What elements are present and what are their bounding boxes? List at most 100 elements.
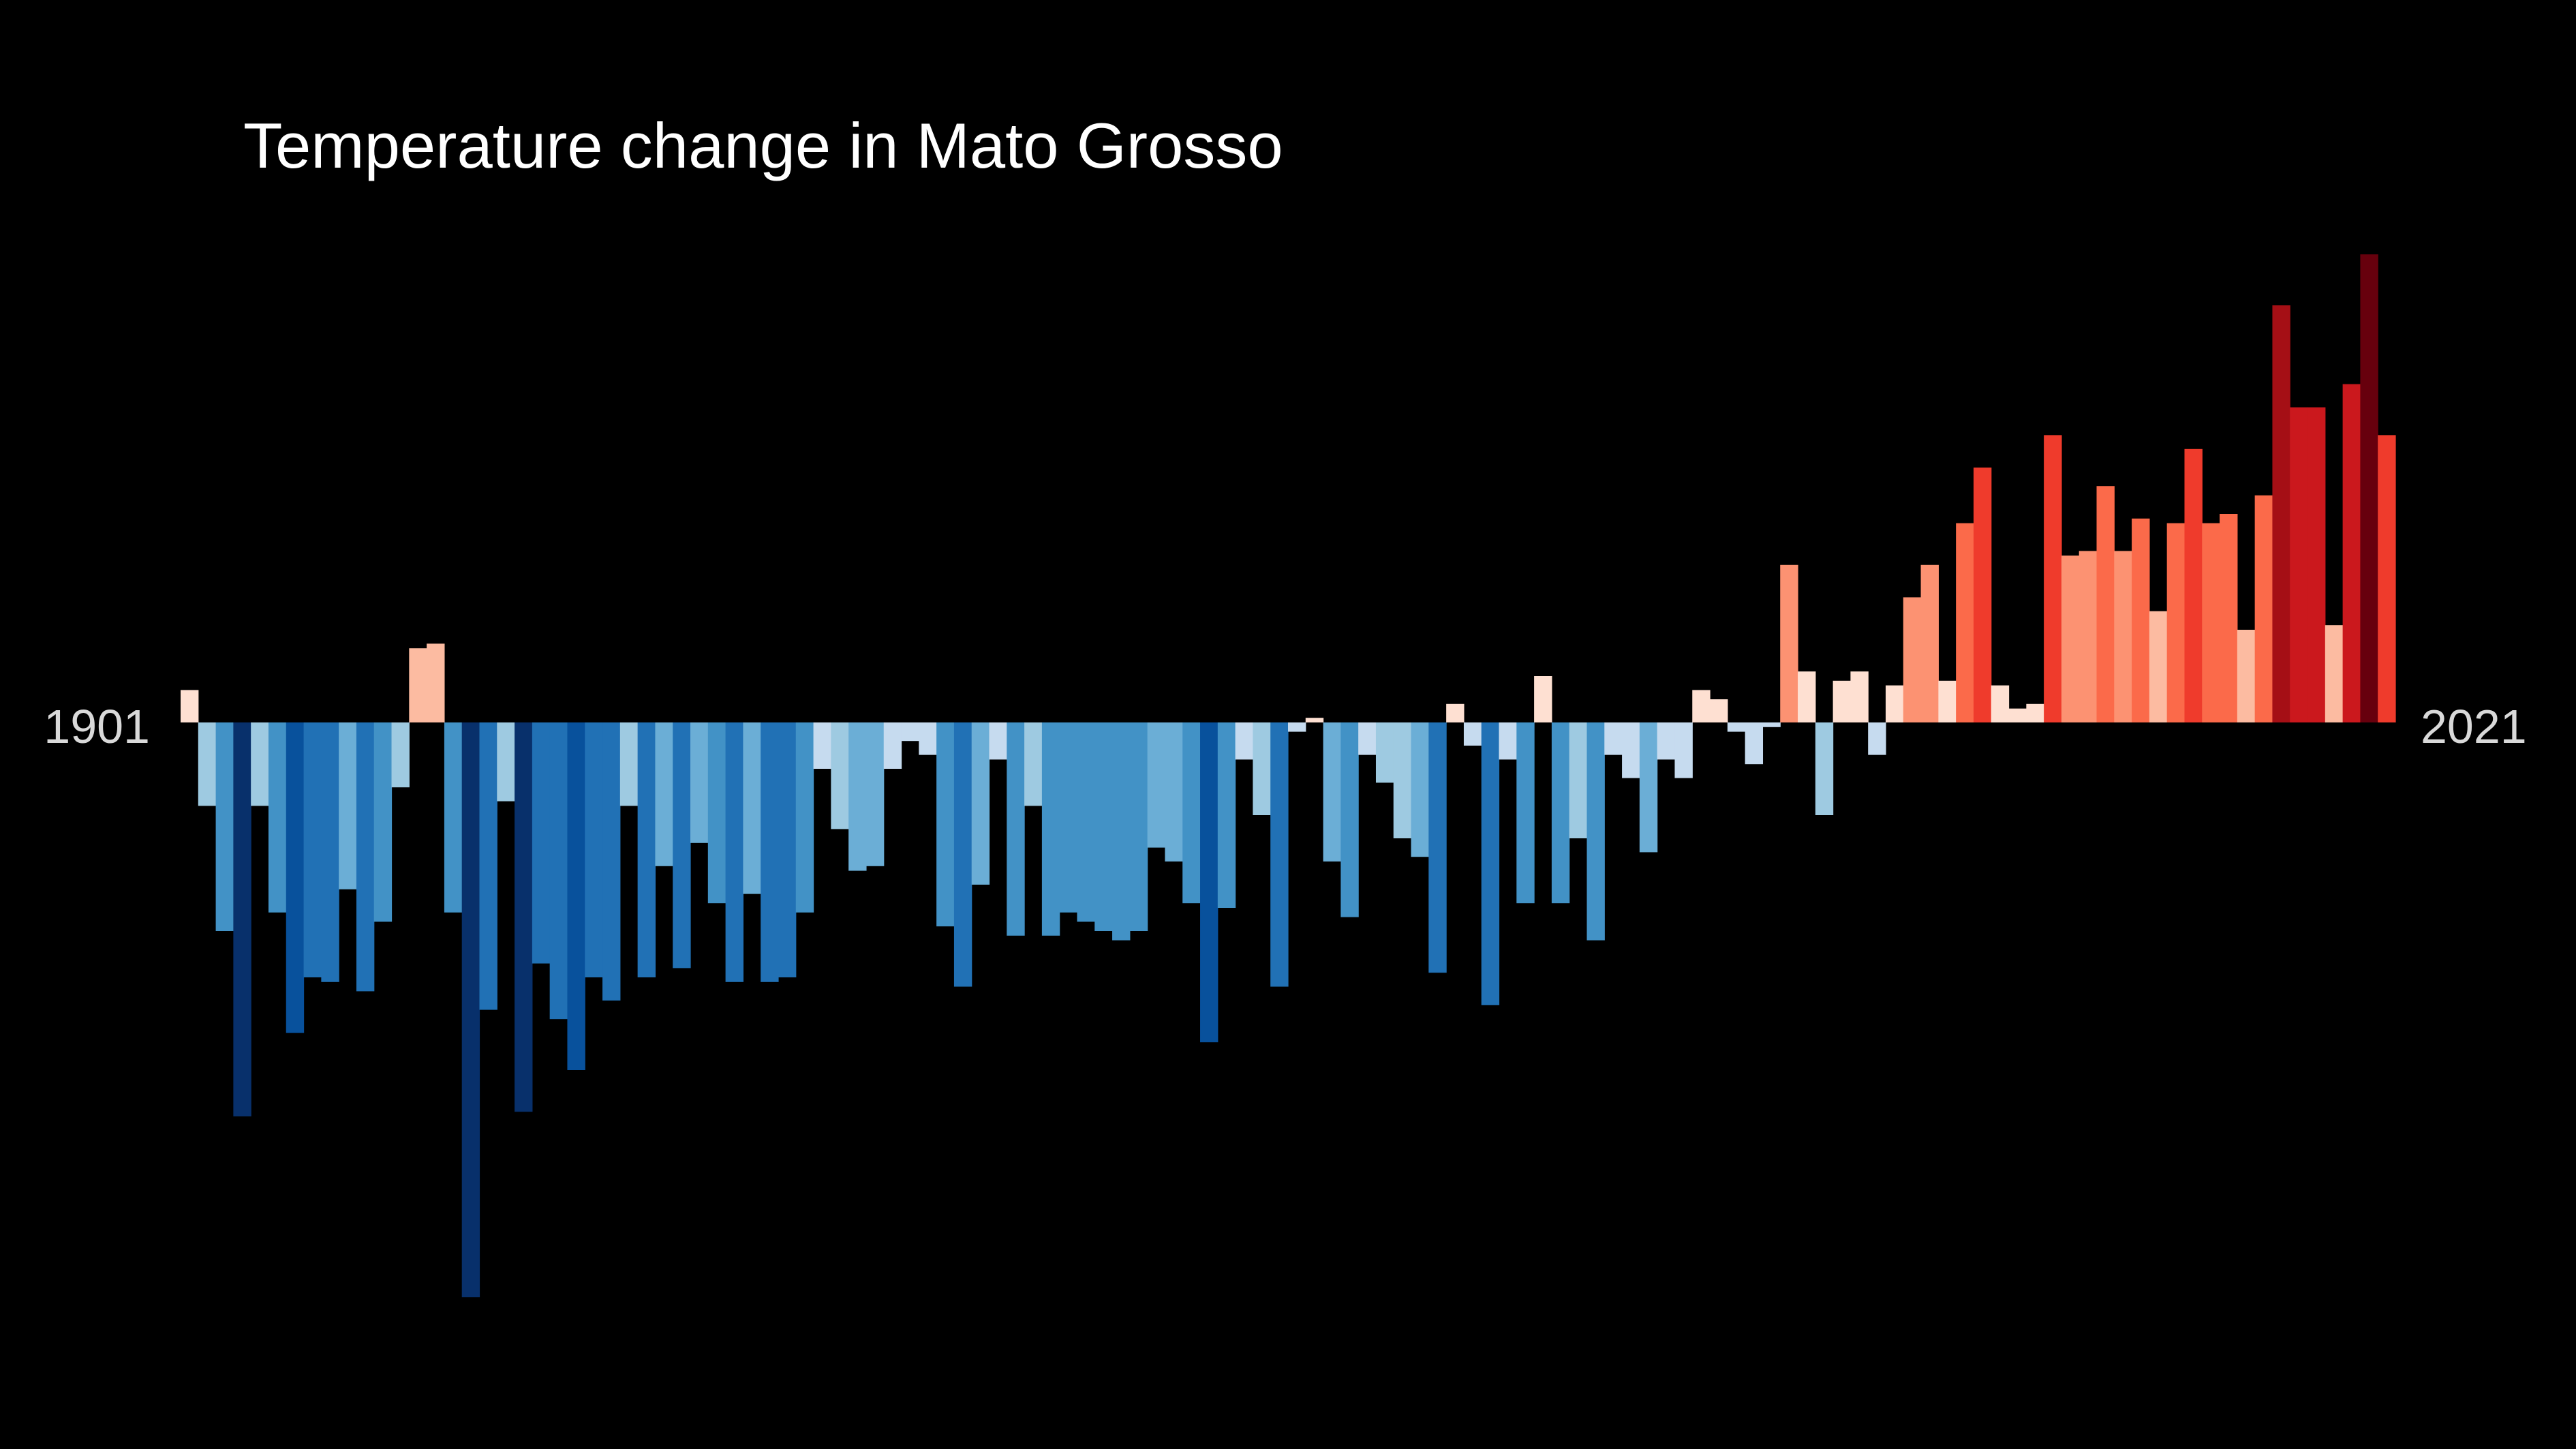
bar-1966 [1323,722,1341,861]
bar-1914 [409,648,427,722]
bar-1973 [1446,703,1465,722]
bar-1904 [233,722,251,1116]
bar-1967 [1340,722,1359,917]
bar-1977 [1516,722,1535,904]
bar-1917 [461,722,480,1298]
bar-1976 [1499,722,1517,760]
bar-1936 [795,722,814,913]
bar-2009 [2079,551,2098,722]
bar-2016 [2202,523,2220,722]
bar-1969 [1375,722,1394,783]
bar-1910 [339,722,357,889]
bar-1996 [1850,671,1869,722]
bar-1923 [567,722,585,1070]
bar-2006 [2026,703,2044,722]
bar-1992 [1780,564,1798,722]
bar-1908 [303,722,322,977]
bar-1939 [848,722,867,871]
bar-2019 [2254,495,2273,722]
bar-1924 [585,722,603,977]
bar-1947 [989,722,1007,760]
bar-1942 [901,722,919,742]
bar-1955 [1129,722,1148,931]
bar-1943 [919,722,937,755]
bar-1909 [321,722,339,982]
bar-2004 [1991,685,2010,722]
bar-2005 [2008,708,2027,722]
bar-1905 [251,722,269,806]
bar-1986 [1674,722,1693,778]
bar-1906 [268,722,287,913]
bar-1964 [1288,722,1306,732]
bar-2013 [2149,611,2168,722]
bar-1962 [1253,722,1271,815]
bar-1974 [1463,722,1482,746]
bar-2021 [2290,407,2308,722]
bar-2014 [2166,523,2186,722]
bar-1961 [1235,722,1254,760]
bar-1978 [1534,676,1552,722]
bar-1960 [1217,722,1236,908]
bar-2020 [2272,305,2290,722]
bar-2024 [2342,384,2361,722]
bar-2023 [2325,625,2344,722]
bar-1975 [1481,722,1500,1005]
bar-1968 [1358,722,1377,755]
bar-1979 [1551,722,1570,904]
bar-1916 [444,722,463,913]
bar-1902 [198,722,217,806]
bar-1972 [1428,722,1447,973]
bar-1970 [1393,722,1412,838]
bar-1946 [971,722,990,885]
bar-1958 [1182,722,1201,904]
bar-1988 [1710,699,1728,722]
bar-1927 [637,722,656,977]
bar-2010 [2096,486,2115,722]
bar-1932 [725,722,743,982]
bar-1952 [1077,722,1095,922]
bar-2003 [1973,468,1992,722]
bar-1951 [1059,722,1078,913]
bar-1989 [1727,722,1746,732]
bar-1918 [479,722,497,1010]
bar-1945 [953,722,972,987]
bar-1990 [1745,722,1764,765]
bar-1935 [778,722,797,977]
bar-1938 [831,722,849,829]
bar-1937 [813,722,831,769]
bar-1920 [515,722,533,1112]
bar-1922 [549,722,568,1020]
bar-2026 [2378,435,2396,722]
bar-1912 [373,722,393,922]
bar-1934 [761,722,779,982]
bar-1995 [1833,680,1851,722]
bar-1954 [1112,722,1131,941]
bar-1911 [356,722,375,992]
bar-1953 [1094,722,1113,931]
bar-1926 [619,722,639,806]
bar-2001 [1938,680,1957,722]
bar-1956 [1147,722,1166,848]
bar-1919 [497,722,515,802]
bar-1959 [1200,722,1218,1043]
bar-1998 [1885,685,1904,722]
bar-1929 [673,722,691,968]
bar-2002 [1956,523,1974,722]
bar-1944 [936,722,955,927]
bar-1941 [883,722,902,769]
bar-2017 [2220,514,2238,722]
bar-1925 [602,722,621,1001]
bar-group [181,254,2396,1298]
bar-1957 [1165,722,1183,861]
bar-1948 [1007,722,1025,936]
bar-1940 [865,722,885,866]
bar-1965 [1305,718,1324,722]
bar-2011 [2114,551,2132,722]
bar-1984 [1639,722,1658,853]
bar-1983 [1622,722,1640,778]
bar-1950 [1041,722,1060,936]
bar-1933 [743,722,761,894]
bar-1963 [1270,722,1289,987]
bar-1991 [1762,722,1781,727]
